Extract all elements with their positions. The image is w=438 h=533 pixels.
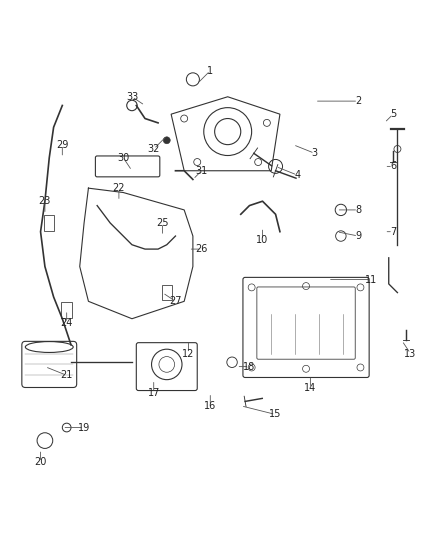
Text: 11: 11	[365, 274, 378, 285]
Text: 22: 22	[113, 183, 125, 193]
Text: 21: 21	[60, 370, 73, 381]
Bar	[44, 215, 54, 231]
Text: 24: 24	[60, 318, 73, 328]
Text: 33: 33	[126, 92, 138, 102]
Text: 12: 12	[182, 349, 195, 359]
Text: 9: 9	[355, 231, 361, 241]
Text: 18: 18	[244, 361, 256, 372]
Bar	[162, 285, 172, 301]
Text: 17: 17	[148, 387, 160, 398]
Text: 2: 2	[355, 96, 361, 106]
Text: 15: 15	[269, 409, 282, 419]
Text: 32: 32	[148, 144, 160, 154]
Bar	[61, 302, 72, 318]
Text: 25: 25	[156, 218, 169, 228]
Text: 19: 19	[78, 423, 90, 433]
Text: 30: 30	[117, 152, 129, 163]
Text: 8: 8	[355, 205, 361, 215]
Circle shape	[163, 137, 170, 144]
Text: 7: 7	[390, 227, 396, 237]
Text: 10: 10	[256, 236, 268, 245]
Text: 31: 31	[195, 166, 208, 176]
Text: 23: 23	[39, 196, 51, 206]
Text: 16: 16	[204, 401, 216, 411]
Text: 1: 1	[207, 66, 213, 76]
Text: 20: 20	[34, 457, 47, 467]
Text: 3: 3	[312, 148, 318, 158]
Text: 26: 26	[195, 244, 208, 254]
Text: 5: 5	[390, 109, 396, 119]
Text: 4: 4	[294, 170, 300, 180]
Text: 13: 13	[404, 349, 417, 359]
Text: 27: 27	[169, 296, 182, 306]
Text: 29: 29	[56, 140, 68, 150]
Text: 14: 14	[304, 383, 317, 393]
Text: 6: 6	[390, 161, 396, 172]
